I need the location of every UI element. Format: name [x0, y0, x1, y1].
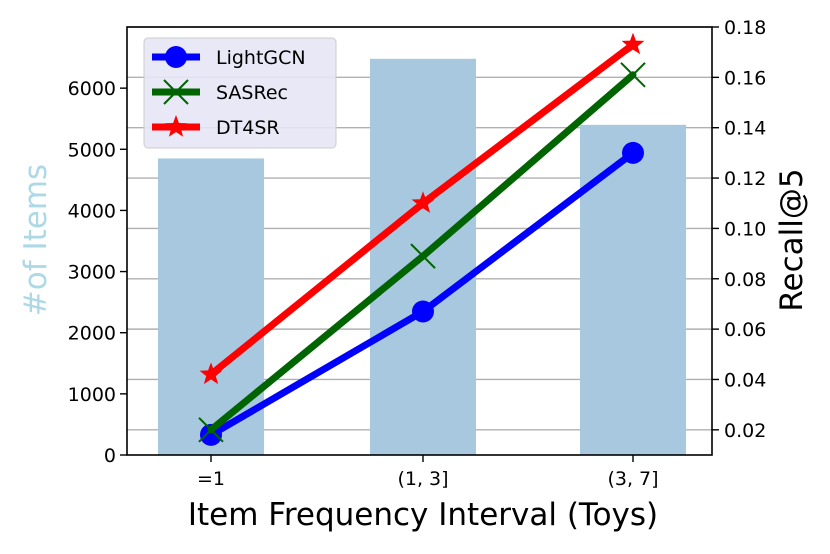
right-tick-label: 0.18 [724, 17, 766, 39]
right-tick-label: 0.04 [724, 369, 766, 391]
data-point-sasrec [620, 62, 646, 88]
right-tick-label: 0.12 [724, 168, 766, 190]
left-tick-label: 0 [104, 445, 116, 467]
data-point-dt4sr [199, 362, 223, 385]
x-tick-label: =1 [197, 468, 225, 490]
left-y-axis-title: #of Items [18, 164, 54, 316]
data-point-dt4sr [621, 32, 645, 55]
item-count-bar [158, 158, 264, 455]
data-point-dt4sr [411, 191, 435, 213]
right-tick-label: 0.14 [724, 118, 766, 140]
right-tick-label: 0.10 [724, 218, 766, 240]
x-tick-label: (3, 7] [607, 468, 658, 490]
left-tick-label: 2000 [68, 323, 116, 345]
x-axis-title: Item Frequency Interval (Toys) [188, 497, 658, 533]
item-count-bar [580, 124, 686, 455]
data-point-lightgcn [412, 300, 434, 323]
plot-border [126, 26, 713, 456]
left-tick-label: 4000 [68, 200, 116, 222]
x-tick-label: (1, 3] [397, 468, 448, 490]
legend-label-sasrec: SASRec [216, 82, 288, 104]
data-point-sasrec [198, 417, 224, 443]
data-point-lightgcn [622, 141, 644, 164]
right-tick-label: 0.16 [724, 67, 766, 89]
left-tick-label: 1000 [68, 384, 116, 406]
right-y-axis-title: Recall@5 [774, 168, 810, 311]
legend-box [143, 37, 337, 149]
legend-marker-dt4sr [164, 115, 188, 137]
right-tick-label: 0.02 [724, 420, 766, 442]
data-point-sasrec [410, 243, 436, 269]
right-tick-label: 0.06 [724, 319, 766, 341]
left-tick-label: 5000 [68, 139, 116, 161]
legend-label-lightgcn: LightGCN [216, 47, 306, 69]
right-tick-label: 0.08 [724, 269, 766, 291]
legend-marker-sasrec [163, 79, 189, 105]
recall-series [198, 32, 646, 446]
plot-frame [126, 26, 713, 456]
tick-labels: 0 1000 2000 3000 4000 5000 6000 0.02 0.04 0.06 0.0… [68, 17, 767, 490]
left-tick-label: 3000 [68, 262, 116, 284]
legend: LightGCN SASRec DT4SR [143, 37, 337, 149]
legend-marker-lightgcn [165, 46, 187, 68]
legend-label-dt4sr: DT4SR [216, 117, 280, 139]
left-tick-label: 6000 [68, 78, 116, 100]
